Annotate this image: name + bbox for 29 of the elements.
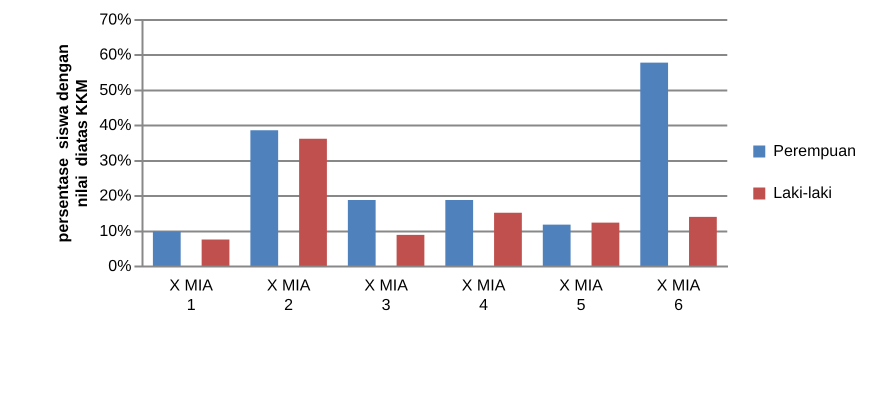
- x-tick-label: X MIA 2: [266, 278, 311, 314]
- bar: [152, 231, 181, 266]
- y-tick-label: 0%: [108, 258, 132, 276]
- bar: [348, 200, 376, 266]
- y-tick-label: 40%: [99, 117, 132, 134]
- bar: [494, 212, 522, 266]
- bar: [592, 222, 620, 266]
- bar: [445, 200, 474, 266]
- x-tick-label: X MIA 1: [169, 278, 214, 314]
- legend-label: Perempuan: [773, 142, 856, 160]
- bar: [689, 216, 717, 266]
- y-tick-label: 70%: [99, 11, 132, 28]
- y-tick-label: 20%: [99, 188, 132, 205]
- x-tick-label: X MIA 3: [364, 278, 408, 314]
- bar: [250, 130, 278, 266]
- x-tick-label: X MIA 4: [462, 278, 506, 314]
- bar: [542, 224, 571, 266]
- bar: [396, 234, 424, 266]
- y-tick-label: 50%: [99, 82, 132, 99]
- y-tick-label: 30%: [99, 152, 132, 170]
- bar: [640, 62, 668, 266]
- x-tick-label: X MIA 5: [559, 278, 604, 314]
- y-tick-label: 60%: [99, 46, 132, 64]
- y-tick-label: 10%: [99, 222, 132, 240]
- legend-label: Laki-laki: [773, 184, 832, 202]
- x-tick-label: X MIA 6: [656, 278, 701, 314]
- bar: [202, 239, 230, 266]
- y-axis-title: persentase siswa dengan nilai diatas KKM: [55, 44, 92, 242]
- bar: [299, 138, 327, 266]
